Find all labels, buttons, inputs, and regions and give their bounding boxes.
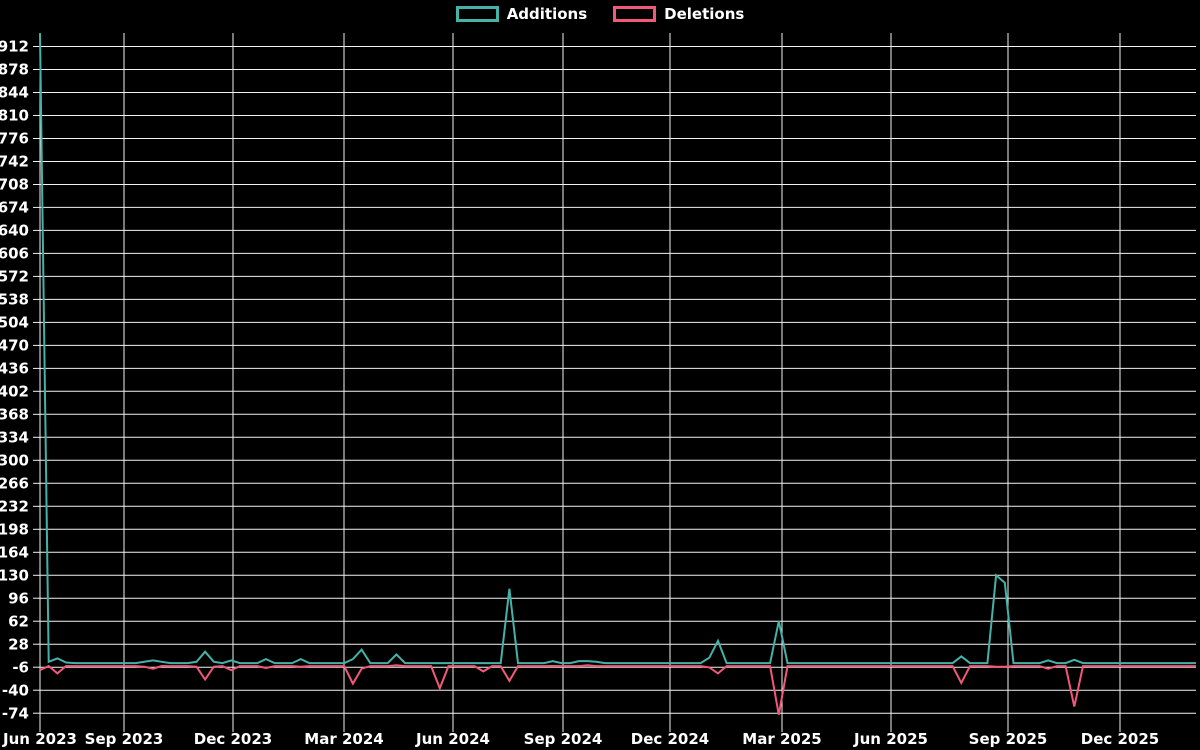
y-tick-label: 606 bbox=[0, 245, 29, 263]
additions-swatch-icon bbox=[455, 6, 499, 22]
y-tick-label: 130 bbox=[0, 567, 29, 585]
y-tick-label: 300 bbox=[0, 452, 29, 470]
x-tick-label: Jun 2024 bbox=[415, 730, 490, 748]
legend-label-additions: Additions bbox=[506, 4, 588, 23]
x-tick-label: Dec 2024 bbox=[631, 730, 710, 748]
x-tick-label: Mar 2025 bbox=[742, 730, 821, 748]
additions-line bbox=[39, 33, 1196, 665]
y-tick-label: 436 bbox=[0, 360, 29, 378]
y-tick-label: -74 bbox=[2, 704, 29, 722]
y-tick-label: 198 bbox=[0, 521, 29, 539]
x-tick-label: Dec 2025 bbox=[1081, 730, 1160, 748]
y-tick-label: 640 bbox=[0, 222, 29, 240]
y-tick-label: 402 bbox=[0, 383, 29, 401]
chart-legend: Additions Deletions bbox=[0, 6, 1200, 22]
x-tick-label: Sep 2025 bbox=[969, 730, 1048, 748]
y-tick-label: 504 bbox=[0, 314, 29, 332]
y-tick-label: 742 bbox=[0, 153, 29, 171]
legend-label-deletions: Deletions bbox=[664, 4, 745, 23]
deletions-line bbox=[39, 664, 1196, 715]
x-gridlines bbox=[39, 33, 1121, 732]
y-tick-label: 28 bbox=[8, 635, 29, 653]
y-tick-label: 912 bbox=[0, 38, 29, 56]
y-tick-label: 708 bbox=[0, 176, 29, 194]
x-axis-labels: Jun 2023 Sep 2023 Dec 2023 Mar 2024 Jun 2024… bbox=[2, 730, 1159, 748]
y-tick-label: 368 bbox=[0, 406, 29, 424]
y-tick-label: 776 bbox=[0, 130, 29, 148]
y-tick-label: 844 bbox=[0, 84, 29, 102]
legend-item-deletions[interactable]: Deletions bbox=[613, 6, 744, 22]
y-tick-label: 572 bbox=[0, 268, 29, 286]
x-tick-label: Mar 2024 bbox=[304, 730, 383, 748]
y-tick-label: 334 bbox=[0, 429, 29, 447]
x-tick-label: Jun 2025 bbox=[853, 730, 928, 748]
y-gridlines bbox=[33, 46, 1196, 714]
y-tick-label: 266 bbox=[0, 475, 29, 493]
y-tick-label: -40 bbox=[2, 681, 29, 699]
legend-item-additions[interactable]: Additions bbox=[455, 4, 588, 23]
y-tick-label: 232 bbox=[0, 498, 29, 516]
deletions-swatch-icon bbox=[613, 6, 657, 22]
y-tick-label: -6 bbox=[12, 658, 29, 676]
x-tick-label: Dec 2023 bbox=[194, 730, 273, 748]
y-axis-labels: 912 878 844 810 776 742 708 674 640 606 572 538 504 4… bbox=[0, 38, 29, 723]
y-tick-label: 62 bbox=[8, 612, 29, 630]
x-tick-label: Sep 2023 bbox=[85, 730, 164, 748]
x-tick-label: Sep 2024 bbox=[524, 730, 603, 748]
y-tick-label: 96 bbox=[8, 589, 29, 607]
y-tick-label: 674 bbox=[0, 199, 29, 217]
y-tick-label: 164 bbox=[0, 544, 29, 562]
y-tick-label: 878 bbox=[0, 61, 29, 79]
y-tick-label: 470 bbox=[0, 337, 29, 355]
y-tick-label: 538 bbox=[0, 291, 29, 309]
y-tick-label: 810 bbox=[0, 107, 29, 125]
x-tick-label: Jun 2023 bbox=[2, 730, 77, 748]
